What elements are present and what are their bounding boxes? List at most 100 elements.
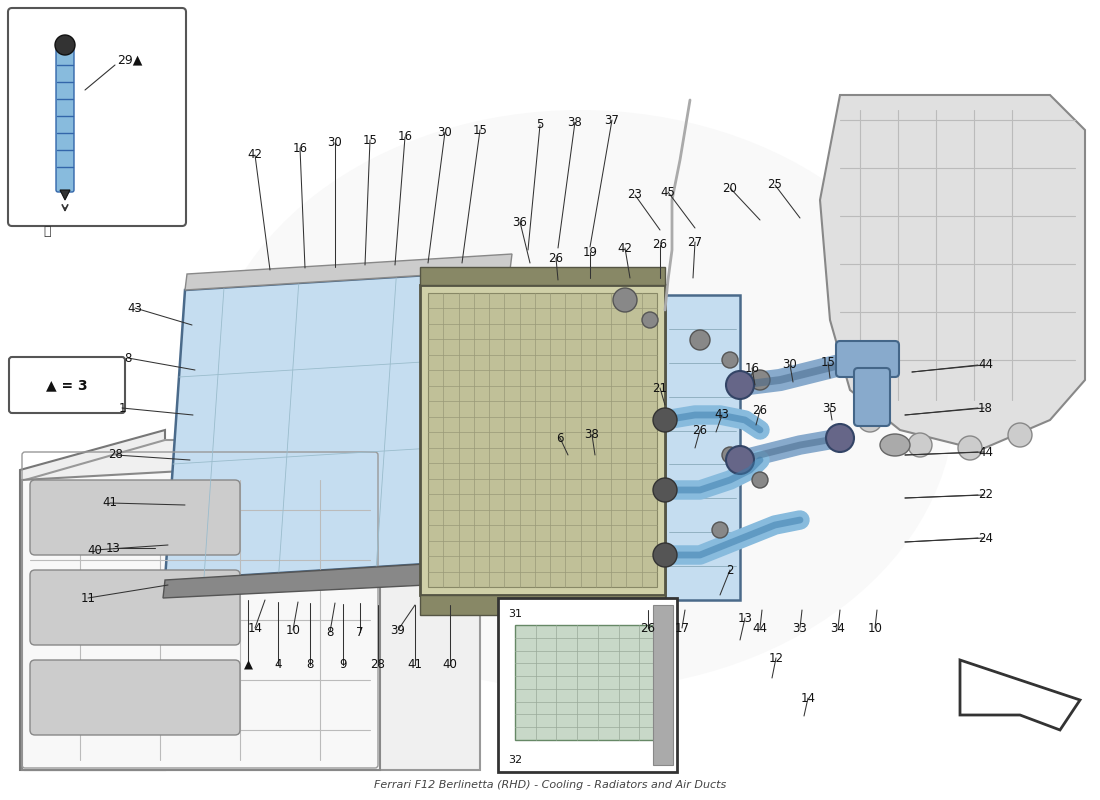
Text: 14: 14 [248,622,263,634]
Polygon shape [476,438,551,512]
Circle shape [752,472,768,488]
Text: 8: 8 [327,626,333,638]
Polygon shape [666,295,740,600]
Polygon shape [471,356,549,424]
Circle shape [613,288,637,312]
Polygon shape [960,660,1080,730]
Circle shape [653,478,676,502]
Polygon shape [575,430,654,480]
Polygon shape [25,440,480,770]
Text: 26: 26 [640,622,656,634]
Text: 8: 8 [124,351,132,365]
Circle shape [908,433,932,457]
Circle shape [722,352,738,368]
Text: 44: 44 [978,446,993,458]
Text: 44: 44 [752,622,768,634]
Text: 25: 25 [768,178,782,191]
Text: lfc
design: lfc design [362,295,738,505]
Text: 7: 7 [356,626,364,638]
Text: 33: 33 [793,622,807,634]
Text: 42: 42 [248,149,263,162]
FancyBboxPatch shape [836,341,899,377]
Circle shape [552,422,568,438]
Text: 16: 16 [745,362,759,374]
Text: 32: 32 [508,755,522,765]
Text: 8: 8 [306,658,313,671]
Polygon shape [563,337,623,417]
Polygon shape [513,335,562,414]
Circle shape [430,300,690,560]
Circle shape [542,412,578,448]
Text: 16: 16 [397,130,412,143]
Text: 40: 40 [442,658,458,671]
Text: 34: 34 [830,622,846,634]
FancyBboxPatch shape [498,598,676,772]
Circle shape [642,312,658,328]
Polygon shape [420,285,666,595]
Text: 12: 12 [769,651,783,665]
Text: 5: 5 [537,118,543,131]
Text: 15: 15 [363,134,377,146]
Circle shape [712,522,728,538]
Text: 26: 26 [752,403,768,417]
Text: 13: 13 [738,611,752,625]
Text: 1: 1 [119,402,125,414]
Circle shape [722,447,738,463]
Circle shape [653,543,676,567]
Polygon shape [165,270,510,580]
Circle shape [826,424,854,452]
Text: 30: 30 [782,358,797,371]
Text: 21: 21 [652,382,668,394]
Polygon shape [20,430,165,770]
FancyBboxPatch shape [9,357,125,413]
Text: 2: 2 [726,563,734,577]
Text: 19: 19 [583,246,597,258]
Circle shape [653,408,676,432]
Circle shape [1008,423,1032,447]
Polygon shape [163,560,490,598]
Text: 9: 9 [339,658,346,671]
Text: 18: 18 [978,402,993,414]
Bar [653,605,673,765]
Text: ▲ = 3: ▲ = 3 [46,378,88,392]
Text: 38: 38 [584,429,600,442]
Polygon shape [185,254,512,290]
Text: 30: 30 [438,126,452,138]
Circle shape [858,408,882,432]
Text: 35: 35 [823,402,837,414]
Text: 24: 24 [978,531,993,545]
Text: 28: 28 [371,658,385,671]
Bar [428,293,657,587]
Text: 38: 38 [568,115,582,129]
Polygon shape [565,442,632,520]
Text: 31: 31 [508,609,522,619]
Circle shape [726,371,754,399]
Text: 42: 42 [617,242,632,254]
Circle shape [450,320,670,540]
Text: 40: 40 [88,543,102,557]
Text: 37: 37 [605,114,619,126]
FancyBboxPatch shape [30,660,240,735]
Bar [420,267,666,285]
Text: 17: 17 [674,622,690,634]
Text: 29▲: 29▲ [118,54,143,66]
Bar [515,625,660,740]
Text: 23: 23 [628,189,642,202]
Text: Ⓐ: Ⓐ [43,225,51,238]
Text: 6: 6 [557,431,563,445]
Text: 10: 10 [286,623,300,637]
Text: Ferrari F12 Berlinetta (RHD) - Cooling - Radiators and Air Ducts: Ferrari F12 Berlinetta (RHD) - Cooling -… [374,780,726,790]
Circle shape [690,330,710,350]
Text: 41: 41 [102,497,118,510]
Text: 41: 41 [407,658,422,671]
Polygon shape [525,446,576,523]
Polygon shape [574,369,654,427]
Text: 39: 39 [390,623,406,637]
Polygon shape [60,190,70,200]
Text: 15: 15 [821,355,835,369]
Text: 26: 26 [549,251,563,265]
Circle shape [750,370,770,390]
Text: 13: 13 [106,542,120,554]
FancyBboxPatch shape [854,368,890,426]
Text: ▲: ▲ [243,658,253,671]
